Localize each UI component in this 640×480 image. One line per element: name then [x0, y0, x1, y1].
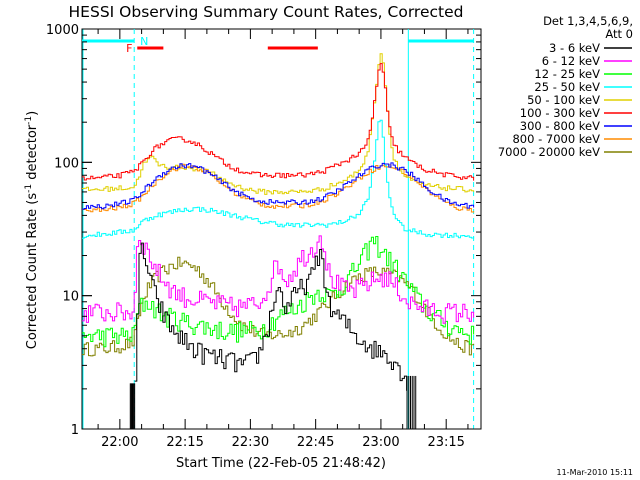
- legend-header-detectors: Det 1,3,4,5,6,9,: [543, 14, 633, 28]
- plot-frame: [81, 28, 482, 430]
- series-line-300-800keV: [82, 162, 475, 210]
- night-flag-label: N: [140, 35, 148, 48]
- y-label-part3: ): [25, 111, 40, 116]
- y-tick-label: 1: [71, 423, 79, 438]
- y-tick-label: 1000: [46, 23, 79, 38]
- x-tick-label: 22:00: [101, 435, 138, 450]
- x-tick-label: 23:15: [427, 435, 464, 450]
- y-tick-label: 10: [62, 290, 79, 305]
- x-tick-label: 22:45: [297, 435, 334, 450]
- x-tick-label: 22:30: [232, 435, 269, 450]
- legend-entry-label: 100 - 300 keV: [520, 106, 600, 120]
- x-axis-label: Start Time (22-Feb-05 21:48:42): [176, 456, 386, 471]
- legend-entry-label: 6 - 12 keV: [542, 54, 600, 68]
- legend-entry-label: 3 - 6 keV: [549, 41, 600, 55]
- y-axis: 1 10 100 1000: [46, 23, 481, 438]
- series-layer: [82, 53, 475, 429]
- series-line-6-12keV: [82, 235, 475, 324]
- series-line-3-6keV: [134, 242, 408, 391]
- plot-area: NF: [81, 28, 482, 430]
- y-label-part2: detector: [25, 124, 40, 184]
- x-tick-label: 23:00: [362, 435, 399, 450]
- series-line-100-300keV: [82, 63, 475, 181]
- x-axis: 22:00 22:15 22:30 22:45 23:00 23:15: [97, 29, 469, 450]
- x-tick-label: 22:15: [166, 435, 203, 450]
- legend-entry-label: 50 - 100 keV: [527, 93, 600, 107]
- y-label-sup1: -1: [24, 184, 34, 193]
- series-line-25-50keV: [82, 119, 475, 239]
- flare-flag-label: F: [126, 42, 132, 55]
- chart-title: HESSI Observing Summary Count Rates, Cor…: [69, 3, 464, 21]
- y-label-sup2: -1: [24, 116, 34, 125]
- legend-entry-label: 300 - 800 keV: [520, 119, 600, 133]
- y-tick-label: 100: [54, 156, 79, 171]
- legend-entry-label: 12 - 25 keV: [534, 67, 600, 81]
- legend-entry-label: 7000 - 20000 keV: [498, 145, 600, 159]
- legend-entry-label: 800 - 7000 keV: [512, 132, 600, 146]
- footer-timestamp: 11-Mar-2010 15:11: [557, 468, 634, 477]
- series-line-12-25keV: [82, 236, 475, 348]
- y-axis-label: Corrected Count Rate (s-1 detector-1): [24, 111, 40, 349]
- legend-entry-label: 25 - 50 keV: [534, 80, 600, 94]
- y-label-part1: Corrected Count Rate (s: [25, 193, 40, 350]
- legend-header-attenuator: Att 0: [605, 27, 633, 41]
